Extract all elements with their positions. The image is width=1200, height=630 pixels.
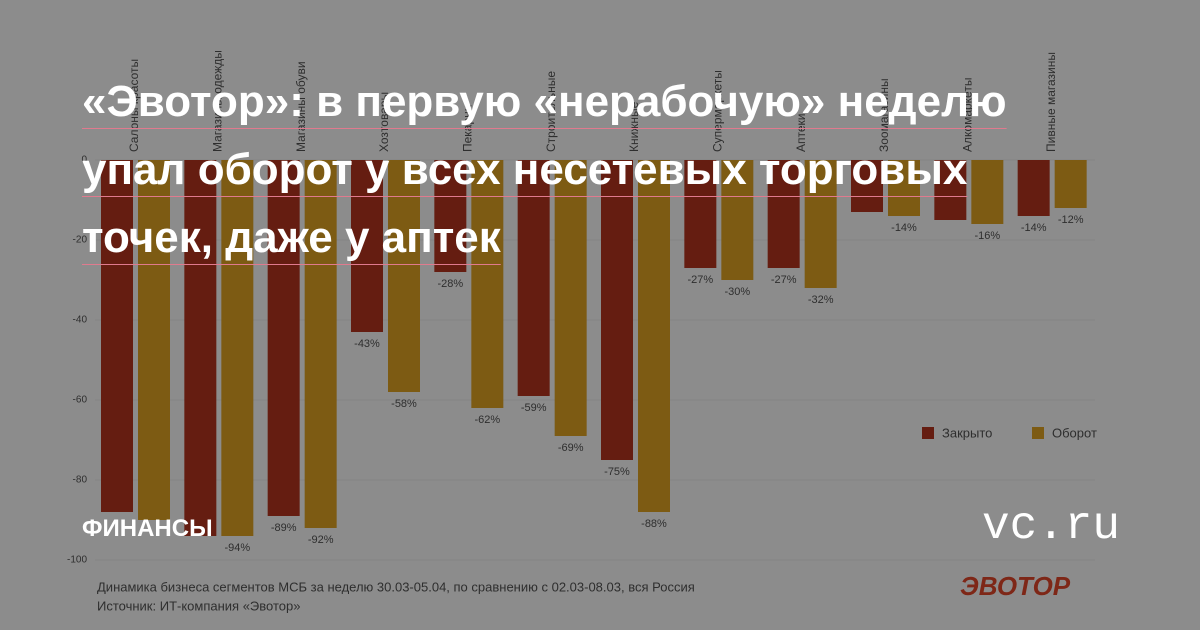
x-tick-label: Зоомагазины [877, 78, 891, 152]
value-label: -94% [224, 542, 250, 554]
value-label: -12% [1058, 214, 1084, 226]
bar [554, 160, 587, 436]
bar [1017, 160, 1050, 216]
x-tick-label: Аптеки [794, 114, 808, 153]
bar [684, 160, 717, 268]
value-label: -30% [724, 286, 750, 298]
x-tick-label: Супермаркеты [711, 70, 725, 152]
legend-swatch [1032, 427, 1044, 439]
value-label: -14% [891, 222, 917, 234]
bar [601, 160, 633, 460]
y-tick-label: 0 [81, 155, 87, 166]
y-tick-label: -100 [67, 555, 87, 566]
bar [888, 160, 920, 216]
value-label: -16% [974, 230, 1000, 242]
y-tick-label: -20 [73, 235, 88, 246]
x-tick-label: Магазины одежды [211, 50, 225, 152]
x-tick-label: Алкомаркеты [961, 78, 975, 152]
value-label: -43% [354, 338, 380, 350]
bar [388, 160, 420, 392]
bar [221, 160, 254, 536]
bar [517, 160, 550, 396]
bar [971, 160, 1004, 224]
value-label: -69% [558, 442, 584, 454]
bar [1054, 160, 1087, 208]
bar [471, 160, 504, 408]
chart-caption: Динамика бизнеса сегментов МСБ за неделю… [97, 579, 695, 594]
bar [767, 160, 800, 268]
bar [721, 160, 754, 280]
value-label: -62% [474, 414, 500, 426]
value-label: -27% [687, 274, 713, 286]
x-tick-label: Книжные [627, 101, 641, 152]
value-label: -92% [308, 534, 334, 546]
bar [804, 160, 837, 288]
headline: «Эвотор»: в первую «нерабочую» неделю уп… [82, 77, 1007, 262]
bar [851, 160, 883, 212]
section-label: ФИНАНСЫ [82, 515, 213, 542]
bar [267, 160, 300, 516]
legend-label: Закрыто [942, 425, 992, 440]
bar [351, 160, 383, 332]
brand-logo: ЭВОТОР [960, 571, 1071, 601]
value-label: -14% [1021, 222, 1047, 234]
value-label: -88% [641, 518, 667, 530]
site-logo: vc.ru [981, 500, 1120, 552]
chart-source: Источник: ИТ-компания «Эвотор» [97, 598, 300, 613]
y-tick-label: -80 [73, 475, 88, 486]
x-tick-label: Салоны красоты [127, 59, 141, 152]
value-label: -32% [808, 294, 834, 306]
value-label: -28% [437, 278, 463, 290]
x-tick-label: Хозтовары [377, 92, 391, 152]
y-tick-label: -40 [73, 315, 88, 326]
x-tick-label: Пекарни [461, 105, 475, 153]
bar [101, 160, 133, 512]
value-label: -89% [271, 522, 297, 534]
legend-swatch [922, 427, 934, 439]
bar [638, 160, 670, 512]
y-tick-label: -60 [73, 395, 88, 406]
legend-label: Оборот [1052, 425, 1097, 440]
bar [184, 160, 217, 536]
x-tick-label: Магазины обуви [294, 61, 308, 152]
bar [434, 160, 467, 272]
bar [138, 160, 170, 520]
value-label: -75% [604, 466, 630, 478]
x-tick-label: Пивные магазины [1044, 52, 1058, 152]
bar [304, 160, 337, 528]
value-label: -58% [391, 398, 417, 410]
value-label: -27% [771, 274, 797, 286]
bar [934, 160, 967, 220]
value-label: -59% [521, 402, 547, 414]
x-tick-label: Строительные [544, 71, 558, 152]
